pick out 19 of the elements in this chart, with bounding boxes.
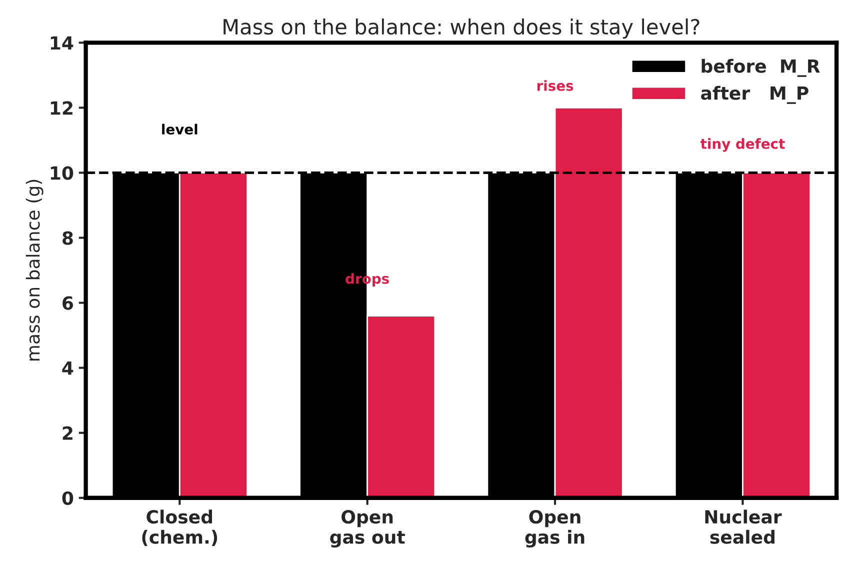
legend-label: after M_P xyxy=(701,86,808,104)
x-tick-label: Closed (chem.) xyxy=(142,510,218,546)
y-tick-label: 0 xyxy=(62,491,74,505)
chart-title: Mass on the balance: when does it stay level? xyxy=(224,18,700,39)
legend-label: before M_R xyxy=(702,58,820,77)
y-axis-title: mass on balance (g) xyxy=(26,180,44,361)
annotation: tiny defect xyxy=(700,138,785,152)
y-tick-label: 14 xyxy=(50,36,74,50)
y-tick-label: 10 xyxy=(50,166,74,180)
annotation: level xyxy=(162,124,198,135)
y-tick-label: 8 xyxy=(62,231,73,245)
x-tick-label: Open gas out xyxy=(330,510,405,548)
y-tick-label: 2 xyxy=(62,426,72,440)
y-tick-label: 4 xyxy=(62,362,74,375)
y-tick-label: 6 xyxy=(62,296,74,310)
annotation: rises xyxy=(537,80,574,91)
x-tick-label: Open gas in xyxy=(525,510,584,548)
y-tick-label: 12 xyxy=(50,101,72,115)
x-tick-label: Nuclear sealed xyxy=(705,510,782,544)
